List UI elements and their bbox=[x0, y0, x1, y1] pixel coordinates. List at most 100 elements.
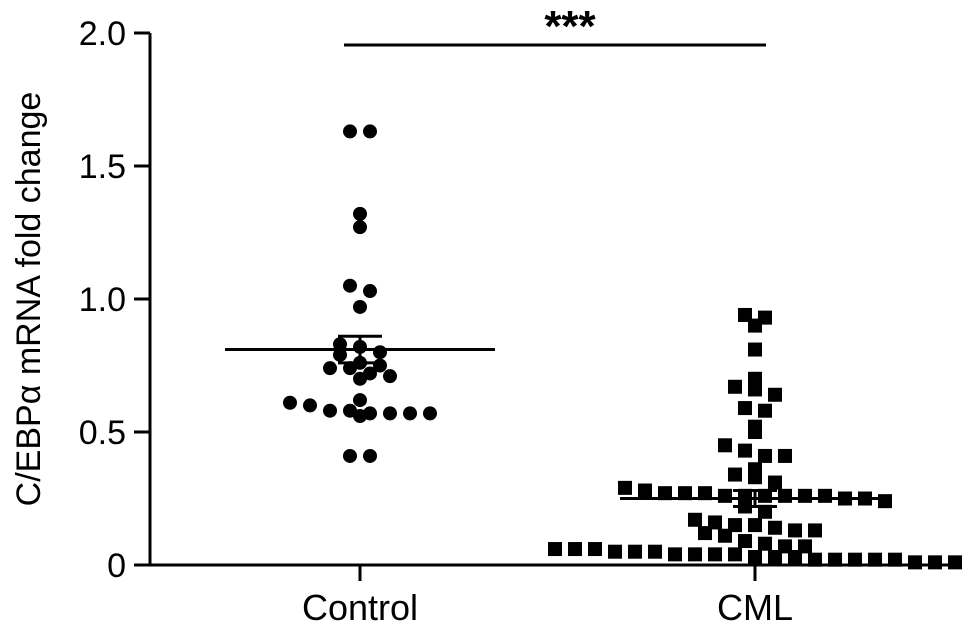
data-point-cml bbox=[708, 515, 722, 530]
data-point-control bbox=[323, 403, 337, 418]
data-point-cml bbox=[768, 387, 782, 402]
data-point-control bbox=[353, 220, 367, 235]
data-point-cml bbox=[728, 518, 742, 533]
data-point-cml bbox=[648, 544, 662, 559]
data-point-cml bbox=[748, 382, 762, 397]
data-point-control bbox=[383, 406, 397, 421]
data-point-cml bbox=[828, 552, 842, 567]
data-point-cml bbox=[778, 448, 792, 463]
x-category-label: Control bbox=[302, 587, 418, 628]
data-point-cml bbox=[638, 483, 652, 498]
y-tick-label: 2.0 bbox=[79, 15, 126, 53]
data-point-cml bbox=[808, 552, 822, 567]
data-point-control bbox=[333, 347, 347, 362]
data-point-cml bbox=[928, 555, 942, 570]
data-point-cml bbox=[718, 488, 732, 503]
y-tick-label: 1.5 bbox=[79, 148, 126, 186]
data-point-cml bbox=[788, 523, 802, 538]
data-point-cml bbox=[748, 342, 762, 357]
data-point-cml bbox=[698, 526, 712, 541]
data-point-cml bbox=[798, 539, 812, 554]
data-point-cml bbox=[628, 544, 642, 559]
data-point-cml bbox=[848, 552, 862, 567]
data-point-control bbox=[423, 406, 437, 421]
data-point-cml bbox=[698, 486, 712, 501]
data-point-cml bbox=[888, 552, 902, 567]
data-point-cml bbox=[948, 555, 962, 570]
data-point-control bbox=[353, 299, 367, 314]
data-point-cml bbox=[908, 555, 922, 570]
data-point-control bbox=[383, 369, 397, 384]
data-point-control bbox=[343, 361, 357, 376]
significance-label: *** bbox=[544, 2, 596, 51]
data-point-control bbox=[403, 406, 417, 421]
data-point-cml bbox=[768, 520, 782, 535]
data-point-control bbox=[333, 337, 347, 352]
data-point-cml bbox=[748, 371, 762, 386]
data-point-control bbox=[363, 284, 377, 299]
data-point-cml bbox=[748, 470, 762, 485]
data-point-cml bbox=[768, 475, 782, 490]
y-tick-label: 1.0 bbox=[79, 281, 126, 319]
x-category-label: CML bbox=[717, 587, 793, 628]
data-point-control bbox=[353, 393, 367, 408]
y-axis-label: C/EBPα mRNA fold change bbox=[10, 92, 48, 507]
data-point-cml bbox=[688, 547, 702, 562]
data-point-cml bbox=[778, 539, 792, 554]
data-point-cml bbox=[808, 523, 822, 538]
data-point-cml bbox=[878, 494, 892, 509]
data-point-cml bbox=[738, 443, 752, 458]
data-point-cml bbox=[758, 504, 772, 519]
data-point-cml bbox=[718, 438, 732, 453]
y-tick-label: 0.5 bbox=[79, 414, 126, 452]
data-point-cml bbox=[738, 534, 752, 549]
data-point-cml bbox=[738, 401, 752, 416]
data-point-cml bbox=[758, 448, 772, 463]
data-point-cml bbox=[748, 550, 762, 565]
data-point-cml bbox=[738, 307, 752, 322]
data-point-cml bbox=[588, 542, 602, 557]
data-point-cml bbox=[668, 547, 682, 562]
data-point-control bbox=[353, 409, 367, 424]
data-point-control bbox=[343, 448, 357, 463]
significance-annotation: *** bbox=[344, 2, 766, 51]
data-point-cml bbox=[568, 542, 582, 557]
data-point-cml bbox=[748, 318, 762, 333]
data-point-cml bbox=[718, 528, 732, 543]
data-point-cml bbox=[728, 379, 742, 394]
data-point-cml bbox=[818, 488, 832, 503]
mean-sem-markers bbox=[225, 334, 890, 508]
data-point-cml bbox=[678, 486, 692, 501]
data-point-control bbox=[283, 395, 297, 410]
axes bbox=[148, 33, 950, 567]
data-point-control bbox=[363, 124, 377, 139]
data-point-cml bbox=[658, 486, 672, 501]
data-point-control bbox=[353, 206, 367, 221]
data-points bbox=[283, 124, 962, 570]
data-point-cml bbox=[868, 552, 882, 567]
data-point-cml bbox=[728, 467, 742, 482]
data-point-control bbox=[363, 448, 377, 463]
data-point-cml bbox=[758, 536, 772, 551]
data-point-cml bbox=[788, 550, 802, 565]
data-point-cml bbox=[688, 512, 702, 527]
data-point-control bbox=[373, 345, 387, 360]
data-point-cml bbox=[608, 544, 622, 559]
y-tick-label: 0 bbox=[107, 547, 126, 585]
data-point-cml bbox=[618, 480, 632, 495]
data-point-control bbox=[323, 361, 337, 376]
data-point-control bbox=[303, 398, 317, 413]
data-point-control bbox=[353, 371, 367, 386]
x-ticks: Control CML bbox=[302, 565, 793, 628]
data-point-cml bbox=[798, 488, 812, 503]
data-point-cml bbox=[778, 488, 792, 503]
data-point-control bbox=[343, 124, 357, 139]
data-point-cml bbox=[748, 518, 762, 533]
data-point-cml bbox=[758, 403, 772, 418]
data-point-cml bbox=[708, 547, 722, 562]
data-point-cml bbox=[728, 547, 742, 562]
data-point-cml bbox=[548, 542, 562, 557]
data-point-control bbox=[343, 278, 357, 293]
y-ticks: 0 0.5 1.0 1.5 2.0 bbox=[79, 15, 150, 585]
